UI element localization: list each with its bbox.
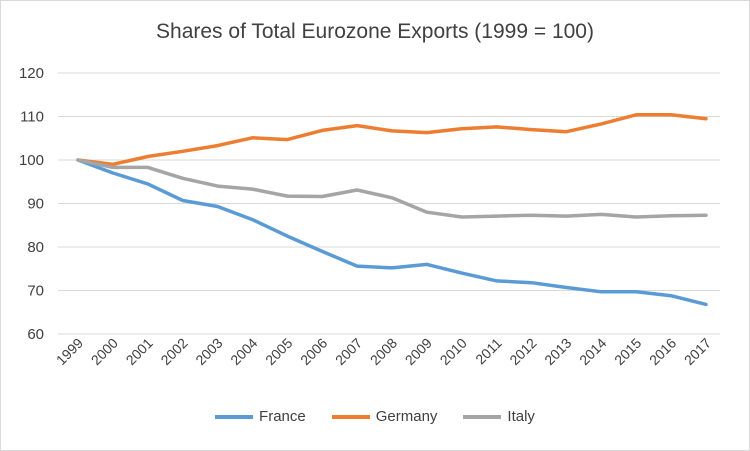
x-tick-label: 2011 — [472, 335, 505, 368]
y-tick-label: 120 — [19, 65, 44, 82]
y-tick-label: 80 — [27, 239, 44, 256]
x-tick-label: 2014 — [576, 335, 609, 368]
x-tick-label: 2010 — [437, 335, 470, 368]
legend-swatch — [463, 414, 502, 419]
legend-label: Germany — [375, 408, 438, 425]
x-tick-label: 2004 — [227, 335, 260, 368]
x-tick-label: 2001 — [123, 335, 156, 368]
x-tick-label: 2008 — [367, 335, 400, 368]
series-line-france — [76, 158, 708, 307]
x-tick-label: 2017 — [681, 335, 714, 368]
x-tick-label: 2003 — [192, 335, 225, 368]
legend-label: France — [259, 408, 306, 425]
x-tick-label: 2015 — [611, 335, 644, 368]
legend-swatch — [215, 414, 254, 419]
series-line-germany — [76, 113, 708, 167]
legend-label: Italy — [507, 408, 535, 425]
x-tick-label: 2005 — [262, 335, 295, 368]
legend-swatch — [331, 414, 370, 419]
x-tick-label: 2007 — [332, 335, 365, 368]
x-tick-label: 2002 — [157, 335, 190, 368]
legend-item-france: France — [215, 408, 306, 425]
legend-item-germany: Germany — [331, 408, 438, 425]
x-tick-label: 2009 — [402, 335, 435, 368]
y-tick-label: 60 — [27, 326, 44, 343]
x-tick-label: 2013 — [541, 335, 574, 368]
y-tick-label: 110 — [20, 109, 44, 126]
chart-title: Shares of Total Eurozone Exports (1999 =… — [156, 20, 594, 43]
y-tick-label: 70 — [27, 283, 44, 300]
chart-legend: France Germany Italy — [0, 408, 750, 425]
y-tick-label: 100 — [19, 152, 44, 169]
x-tick-label: 2006 — [297, 335, 330, 368]
series-line-italy — [76, 158, 708, 219]
x-tick-label: 2000 — [88, 335, 121, 368]
y-tick-label: 90 — [27, 196, 44, 213]
x-tick-label: 2012 — [506, 335, 539, 368]
x-tick-label: 2016 — [646, 335, 679, 368]
legend-item-italy: Italy — [463, 408, 535, 425]
x-tick-label: 1999 — [53, 335, 86, 368]
